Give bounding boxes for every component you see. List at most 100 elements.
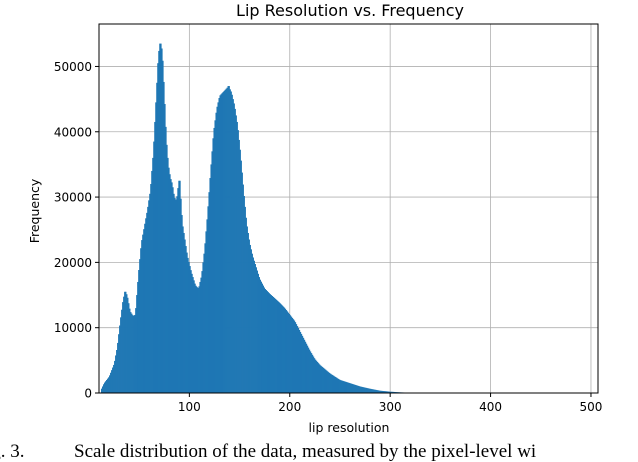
histogram-bar — [154, 121, 156, 394]
histogram-bars — [101, 43, 421, 394]
histogram-bar — [376, 390, 378, 393]
histogram-bar — [336, 378, 339, 393]
histogram-bar — [151, 170, 153, 393]
histogram-bar — [351, 383, 353, 393]
histogram-bar — [283, 307, 286, 393]
histogram-bar — [185, 246, 187, 393]
histogram-bar — [345, 382, 348, 393]
histogram-bar — [379, 390, 381, 393]
histogram-bar — [380, 390, 382, 393]
histogram-bar — [180, 198, 182, 393]
histogram-bar — [202, 262, 204, 393]
histogram-bar — [271, 296, 274, 393]
histogram-bar — [253, 260, 255, 393]
histogram-bar — [177, 188, 179, 393]
histogram-bar — [173, 193, 175, 393]
histogram-bar — [182, 226, 184, 393]
histogram-bar — [387, 391, 389, 393]
histogram-bar — [228, 86, 230, 393]
histogram-bar — [138, 270, 140, 393]
histogram-bar — [200, 277, 202, 393]
histogram-bar — [186, 252, 188, 393]
histogram-bar — [111, 370, 113, 393]
histogram-bar — [278, 302, 281, 393]
histogram-bar — [235, 115, 237, 394]
histogram-bar — [121, 309, 123, 393]
histogram-bar — [165, 126, 167, 394]
histogram-bar — [300, 333, 303, 393]
histogram-bar — [156, 82, 158, 393]
histogram-bar — [240, 160, 242, 393]
histogram-bar — [209, 178, 211, 393]
x-tick-label: 100 — [178, 400, 201, 414]
histogram-bar — [219, 95, 221, 394]
histogram-bar — [256, 270, 258, 393]
histogram-bar — [237, 130, 239, 393]
histogram-bar — [187, 257, 189, 393]
histogram-bar — [191, 273, 193, 393]
histogram-bar — [149, 193, 151, 393]
histogram-bar — [241, 172, 243, 393]
y-tick-label: 40000 — [54, 125, 92, 139]
histogram-bar — [119, 325, 121, 393]
histogram-bar — [122, 302, 124, 393]
histogram-bar — [369, 388, 371, 393]
y-tick-label: 0 — [84, 387, 92, 401]
histogram-bar — [350, 383, 352, 393]
histogram-bar — [309, 351, 312, 393]
histogram-bar — [159, 43, 161, 394]
histogram-bar — [239, 149, 241, 393]
histogram-bar — [217, 102, 219, 394]
histogram-bar — [353, 384, 355, 393]
histogram-bar — [326, 371, 329, 393]
histogram-bar — [340, 380, 343, 393]
histogram-bar — [161, 48, 163, 394]
histogram-bar — [335, 377, 338, 393]
histogram-bar — [377, 390, 379, 393]
histogram-bar — [167, 157, 169, 393]
histogram-bar — [313, 358, 316, 393]
histogram-bar — [307, 347, 310, 393]
histogram-bar — [338, 379, 341, 393]
histogram-bar — [362, 387, 364, 393]
y-tick-label: 50000 — [54, 60, 92, 74]
histogram-bar — [216, 106, 218, 393]
histogram-bar — [331, 375, 334, 393]
histogram-bar — [129, 308, 131, 393]
histogram-bar — [393, 391, 395, 393]
histogram-bar — [141, 240, 143, 393]
histogram-bar — [288, 313, 291, 393]
histogram-bar — [252, 257, 254, 393]
histogram-bar — [285, 310, 288, 393]
histogram-bar — [198, 286, 200, 393]
histogram-bar — [152, 157, 154, 393]
histogram-bar — [192, 277, 194, 393]
histogram-bar — [169, 174, 171, 393]
histogram-bar — [164, 104, 166, 393]
histogram-bar — [162, 60, 164, 394]
axis-ticks: 100 200 300 400 500 0 10000 20000 30000 40000 5000… — [54, 60, 603, 414]
histogram-bar — [210, 164, 212, 393]
histogram-bar — [254, 264, 256, 393]
histogram-bar — [267, 292, 270, 393]
histogram-bar — [264, 289, 267, 393]
histogram-bar — [296, 326, 299, 393]
caption-text: Scale distribution of the data, measured… — [74, 441, 537, 462]
histogram-bar — [114, 360, 116, 393]
histogram-bar — [363, 387, 365, 393]
histogram-bar — [275, 299, 278, 393]
histogram-bar — [334, 377, 337, 393]
histogram-bar — [312, 356, 315, 393]
histogram-bar — [298, 329, 301, 393]
histogram-bar — [170, 179, 172, 393]
histogram-bar — [221, 93, 223, 394]
x-tick-label: 500 — [580, 400, 603, 414]
histogram-bar — [128, 303, 130, 393]
histogram-bar — [139, 259, 141, 393]
histogram-bar — [260, 281, 262, 393]
histogram-bar — [323, 368, 326, 393]
histogram-bar — [356, 385, 358, 393]
histogram-bar — [251, 253, 253, 393]
histogram-bar — [342, 381, 345, 393]
histogram-bar — [220, 94, 222, 394]
